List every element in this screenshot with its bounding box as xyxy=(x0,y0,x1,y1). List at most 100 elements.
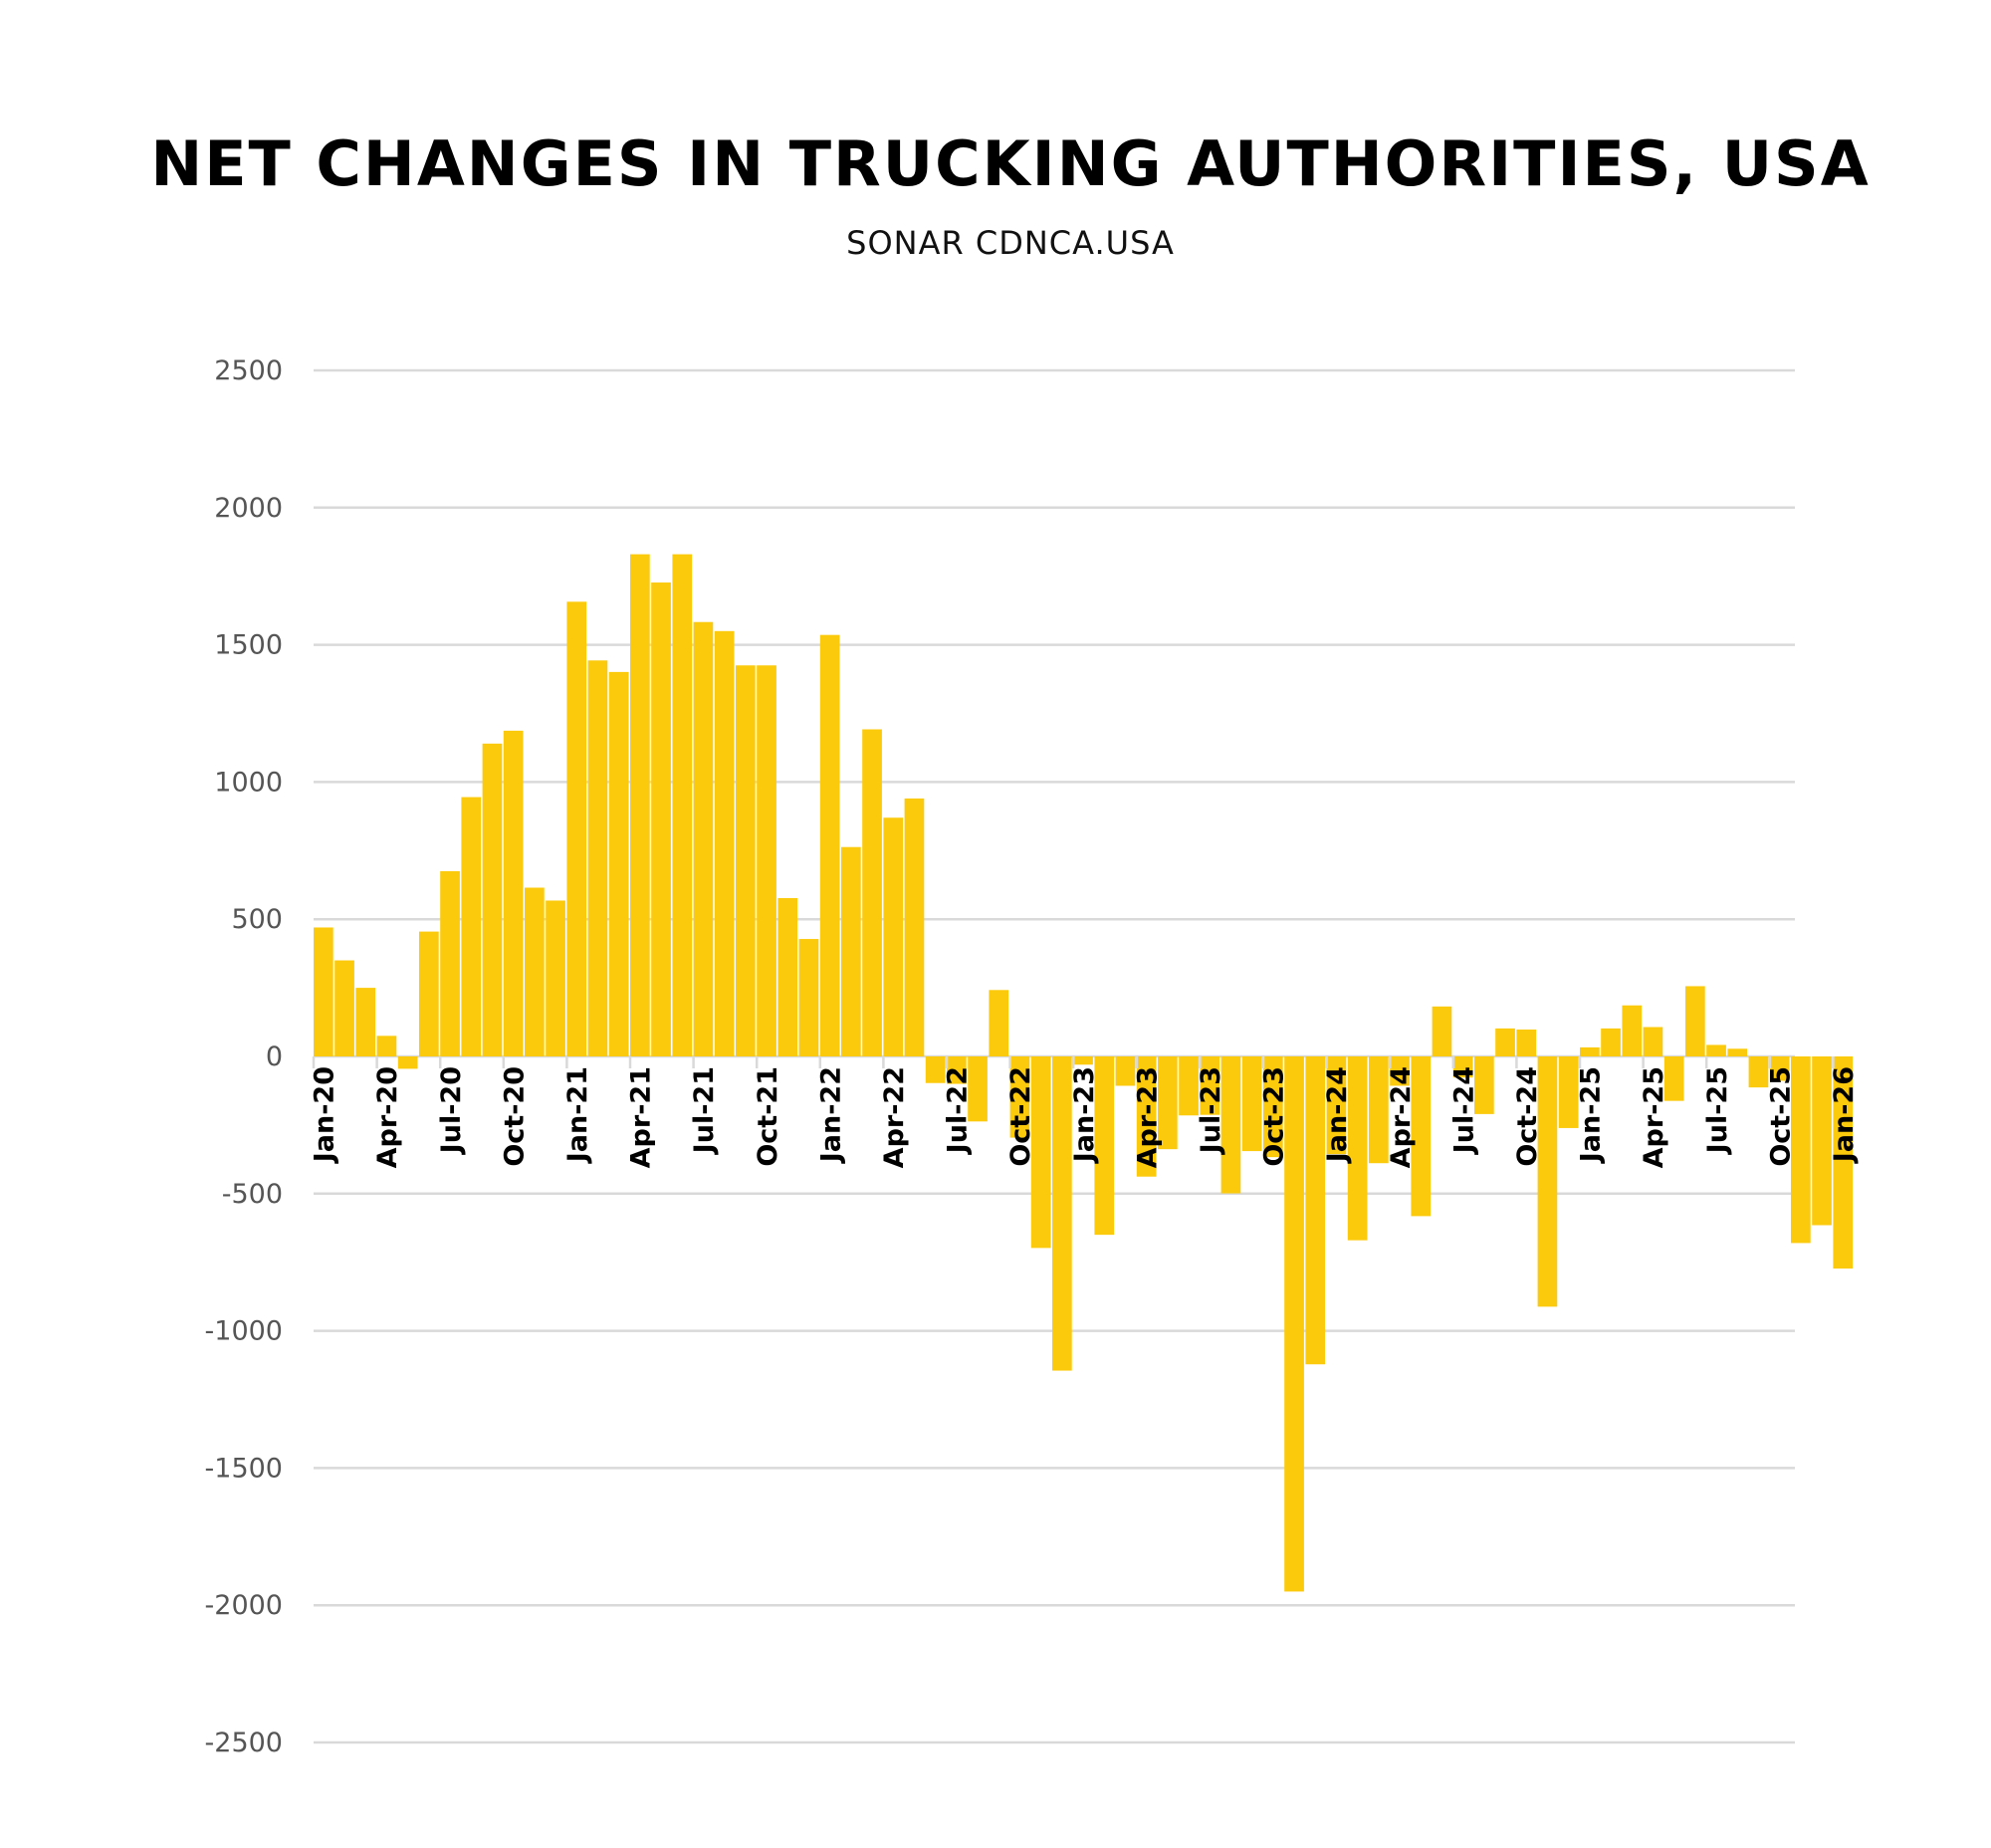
x-tick-label: Jan-20 xyxy=(310,1066,340,1164)
x-tick-label: Jan-26 xyxy=(1829,1066,1860,1164)
bar xyxy=(1009,1056,1030,1138)
bar xyxy=(482,743,503,1056)
chart-title: NET CHANGES IN TRUCKING AUTHORITIES, USA xyxy=(150,127,1871,200)
bar xyxy=(546,900,565,1056)
bar xyxy=(1432,1006,1452,1056)
x-tick-label: Jan-21 xyxy=(562,1066,593,1164)
x-tick-label: Jul-25 xyxy=(1702,1066,1733,1155)
bar xyxy=(461,797,482,1056)
bar xyxy=(608,671,629,1056)
bar xyxy=(798,939,819,1056)
bar xyxy=(1094,1056,1115,1236)
x-tick-label: Apr-25 xyxy=(1639,1066,1669,1168)
bar xyxy=(1812,1056,1832,1226)
bar xyxy=(1495,1028,1515,1056)
bar xyxy=(355,988,376,1056)
bar xyxy=(1516,1029,1537,1056)
bar xyxy=(693,621,714,1056)
bar xyxy=(1073,1056,1093,1065)
bar xyxy=(1727,1048,1748,1056)
x-tick-label: Jul-22 xyxy=(943,1066,974,1155)
bar xyxy=(904,798,925,1056)
bar xyxy=(1179,1056,1199,1116)
bar xyxy=(736,665,756,1056)
bar xyxy=(1411,1056,1432,1217)
bar xyxy=(777,897,798,1056)
x-tick-label: Oct-24 xyxy=(1512,1066,1543,1167)
x-tick-label: Apr-22 xyxy=(879,1066,910,1168)
bar xyxy=(397,1056,418,1069)
y-tick-label: 500 xyxy=(231,904,283,935)
bar xyxy=(1284,1056,1304,1592)
bar xyxy=(503,730,524,1056)
bar xyxy=(1622,1005,1643,1056)
bar xyxy=(1030,1056,1051,1249)
y-tick-label: 2500 xyxy=(214,355,283,386)
bar xyxy=(1833,1056,1854,1270)
bar xyxy=(1200,1056,1220,1115)
chart-subtitle: SONAR CDNCA.USA xyxy=(846,224,1175,262)
bar xyxy=(1537,1056,1558,1307)
y-tick-label: -2500 xyxy=(205,1728,283,1758)
y-tick-label: 0 xyxy=(266,1041,283,1072)
bar xyxy=(1305,1056,1326,1365)
y-tick-label: -1500 xyxy=(205,1453,283,1484)
x-tick-label: Jan-24 xyxy=(1322,1066,1353,1164)
bar xyxy=(925,1056,946,1083)
y-tick-label: -2000 xyxy=(205,1590,283,1621)
x-tick-label: Apr-21 xyxy=(626,1066,657,1168)
x-tick-label: Jan-23 xyxy=(1069,1066,1100,1164)
bar xyxy=(757,665,776,1056)
bar xyxy=(1452,1056,1473,1078)
bar xyxy=(376,1036,397,1056)
x-tick-label: Apr-23 xyxy=(1132,1066,1163,1168)
y-tick-label: -500 xyxy=(222,1179,283,1210)
bar xyxy=(1474,1056,1494,1114)
bar xyxy=(819,634,840,1056)
bar xyxy=(1158,1056,1178,1150)
x-tick-label: Oct-25 xyxy=(1765,1066,1796,1167)
bar xyxy=(1643,1027,1663,1056)
bar xyxy=(525,887,545,1056)
bar xyxy=(1347,1056,1368,1241)
bar xyxy=(1241,1056,1262,1152)
x-tick-label: Oct-21 xyxy=(753,1066,783,1167)
bar xyxy=(1601,1028,1621,1056)
bar xyxy=(1558,1056,1579,1128)
bar xyxy=(1663,1056,1684,1101)
y-tick-label: 2000 xyxy=(214,493,283,524)
bar xyxy=(989,990,1009,1056)
bar xyxy=(1369,1056,1389,1164)
bar xyxy=(1115,1056,1136,1086)
bar xyxy=(1748,1056,1769,1088)
bar xyxy=(672,554,693,1056)
bar xyxy=(314,927,333,1056)
bar xyxy=(1136,1056,1157,1177)
bar xyxy=(587,660,608,1056)
x-tick-label: Jul-23 xyxy=(1196,1066,1226,1155)
x-tick-label: Apr-20 xyxy=(372,1066,403,1168)
bar xyxy=(1706,1044,1726,1056)
bar xyxy=(841,846,861,1056)
x-tick-label: Jul-24 xyxy=(1448,1066,1479,1155)
y-tick-label: 1500 xyxy=(214,630,283,661)
bar xyxy=(566,601,587,1056)
bar xyxy=(651,582,671,1056)
x-tick-label: Oct-23 xyxy=(1259,1066,1290,1167)
bar xyxy=(1791,1056,1811,1244)
bar xyxy=(630,554,650,1056)
bar xyxy=(1052,1056,1072,1371)
x-tick-label: Jan-25 xyxy=(1576,1066,1607,1164)
bar xyxy=(883,817,904,1056)
bar xyxy=(1769,1056,1790,1081)
bar xyxy=(1580,1046,1600,1056)
bar xyxy=(862,729,882,1056)
x-tick-label: Apr-24 xyxy=(1386,1066,1417,1168)
x-tick-label: Jan-22 xyxy=(815,1066,846,1164)
x-tick-label: Oct-22 xyxy=(1005,1066,1036,1167)
bar xyxy=(968,1056,988,1122)
bar xyxy=(1220,1056,1241,1194)
bar xyxy=(440,870,460,1056)
bar xyxy=(1326,1056,1347,1155)
